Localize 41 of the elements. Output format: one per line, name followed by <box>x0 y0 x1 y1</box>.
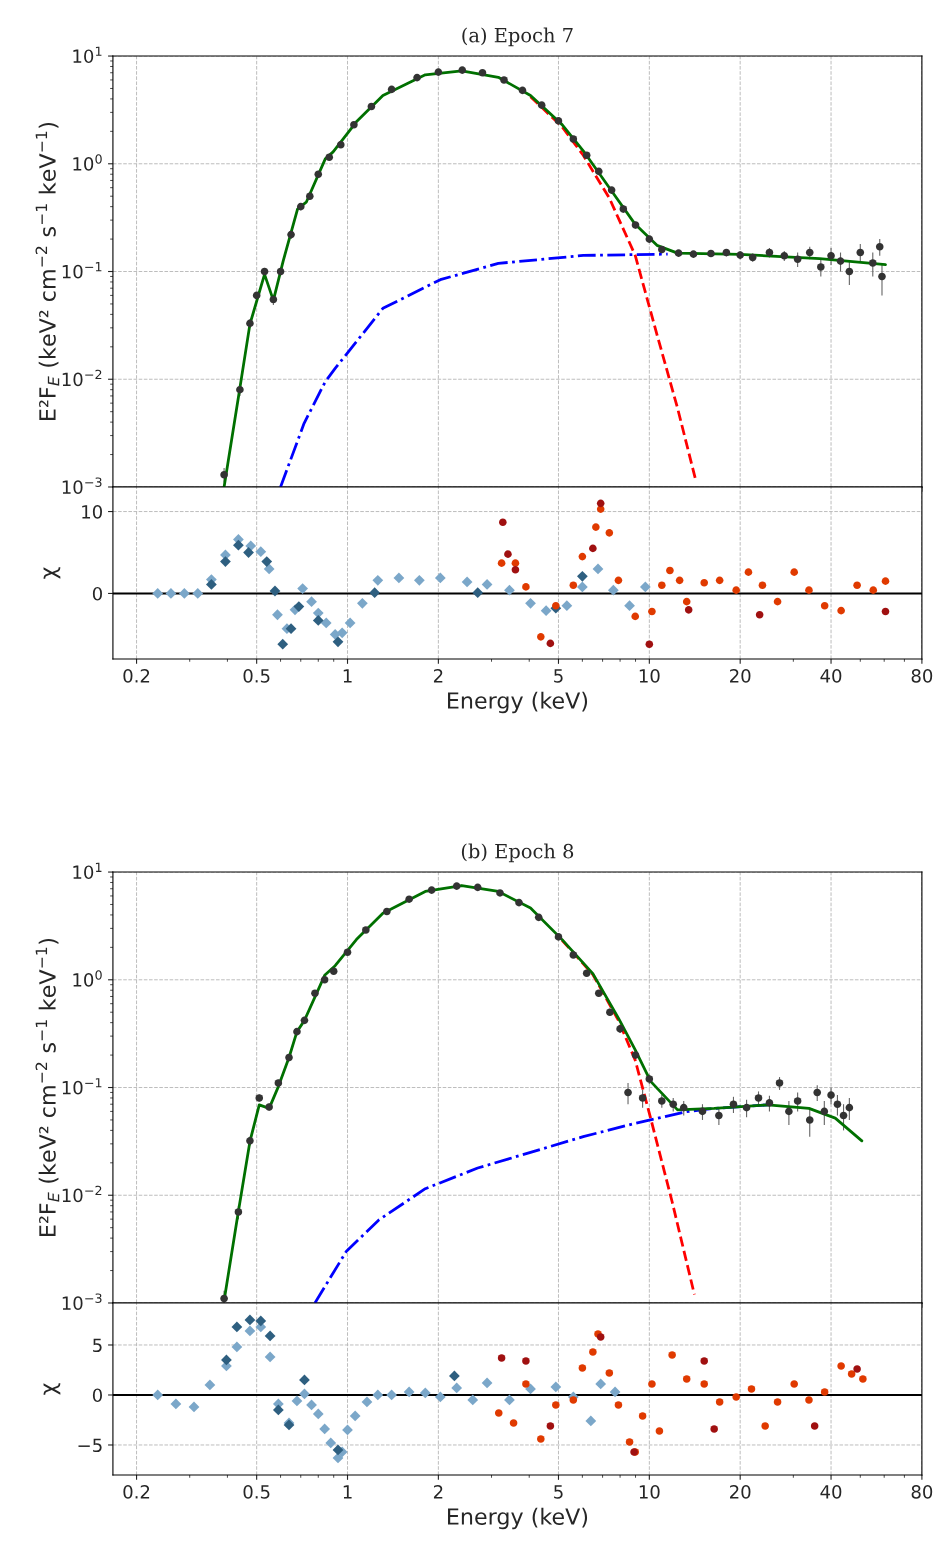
x-tick-label: 5 <box>554 669 563 683</box>
x-tick-label: 10 <box>639 669 660 683</box>
y-tick-label: 10 <box>82 505 102 519</box>
x-tick-label: 80 <box>911 669 933 683</box>
y-tick-label: 10$^{−2}$ <box>62 1185 102 1203</box>
y-tick-label: 0 <box>92 1388 102 1403</box>
y-axis-title: χ <box>43 1383 61 1395</box>
y-tick-label: 10$^{0}$ <box>73 154 102 171</box>
x-tick-label: 0.2 <box>123 1485 150 1499</box>
x-tick-label: 40 <box>820 1485 842 1499</box>
y-tick-label: 5 <box>93 1338 102 1353</box>
x-tick-label: 0.5 <box>243 1485 270 1499</box>
x-axis-title: Energy (keV) <box>448 691 588 714</box>
y-tick-label: 0 <box>92 586 102 601</box>
y-tick-label: 10$^{−1}$ <box>62 1078 102 1095</box>
x-tick-label: 0.2 <box>123 669 150 683</box>
y-tick-label: 10$^{0}$ <box>73 970 102 987</box>
x-tick-label: 10 <box>639 1485 660 1499</box>
x-tick-label: 80 <box>911 1485 933 1499</box>
x-tick-label: 20 <box>730 669 751 683</box>
x-tick-label: 1 <box>343 669 352 683</box>
x-tick-label: 5 <box>554 1485 563 1499</box>
y-tick-label: 10$^{−2}$ <box>62 369 102 387</box>
y-tick-label: 10$^{−1}$ <box>62 262 102 279</box>
x-tick-label: 2 <box>433 669 443 683</box>
x-tick-label: 20 <box>730 1485 751 1499</box>
text: E²F$_{E}$ (keV² cm$^{−2}$ s$^{−1}$ keV$^{−1}$) <box>35 938 60 1236</box>
chart-title: (b) Epoch 8 <box>461 843 574 863</box>
x-tick-label: 40 <box>820 669 842 683</box>
y-tick-label: −5 <box>78 1438 102 1453</box>
y-axis-title: χ <box>43 567 61 579</box>
text: E²F$_{E}$ (keV² cm$^{−2}$ s$^{−1}$ keV$^{−1}$) <box>35 122 60 420</box>
x-axis-title: Energy (keV) <box>448 1507 588 1530</box>
x-tick-label: 2 <box>433 1485 443 1499</box>
y-tick-label: 10$^{1}$ <box>73 46 102 64</box>
x-tick-label: 1 <box>343 1485 352 1499</box>
y-tick-label: 10$^{−3}$ <box>62 477 102 494</box>
y-tick-label: 10$^{1}$ <box>73 862 102 880</box>
y-tick-label: 10$^{−3}$ <box>62 1293 102 1310</box>
x-tick-label: 0.5 <box>243 669 270 683</box>
chart-title: (a) Epoch 7 <box>462 27 573 47</box>
